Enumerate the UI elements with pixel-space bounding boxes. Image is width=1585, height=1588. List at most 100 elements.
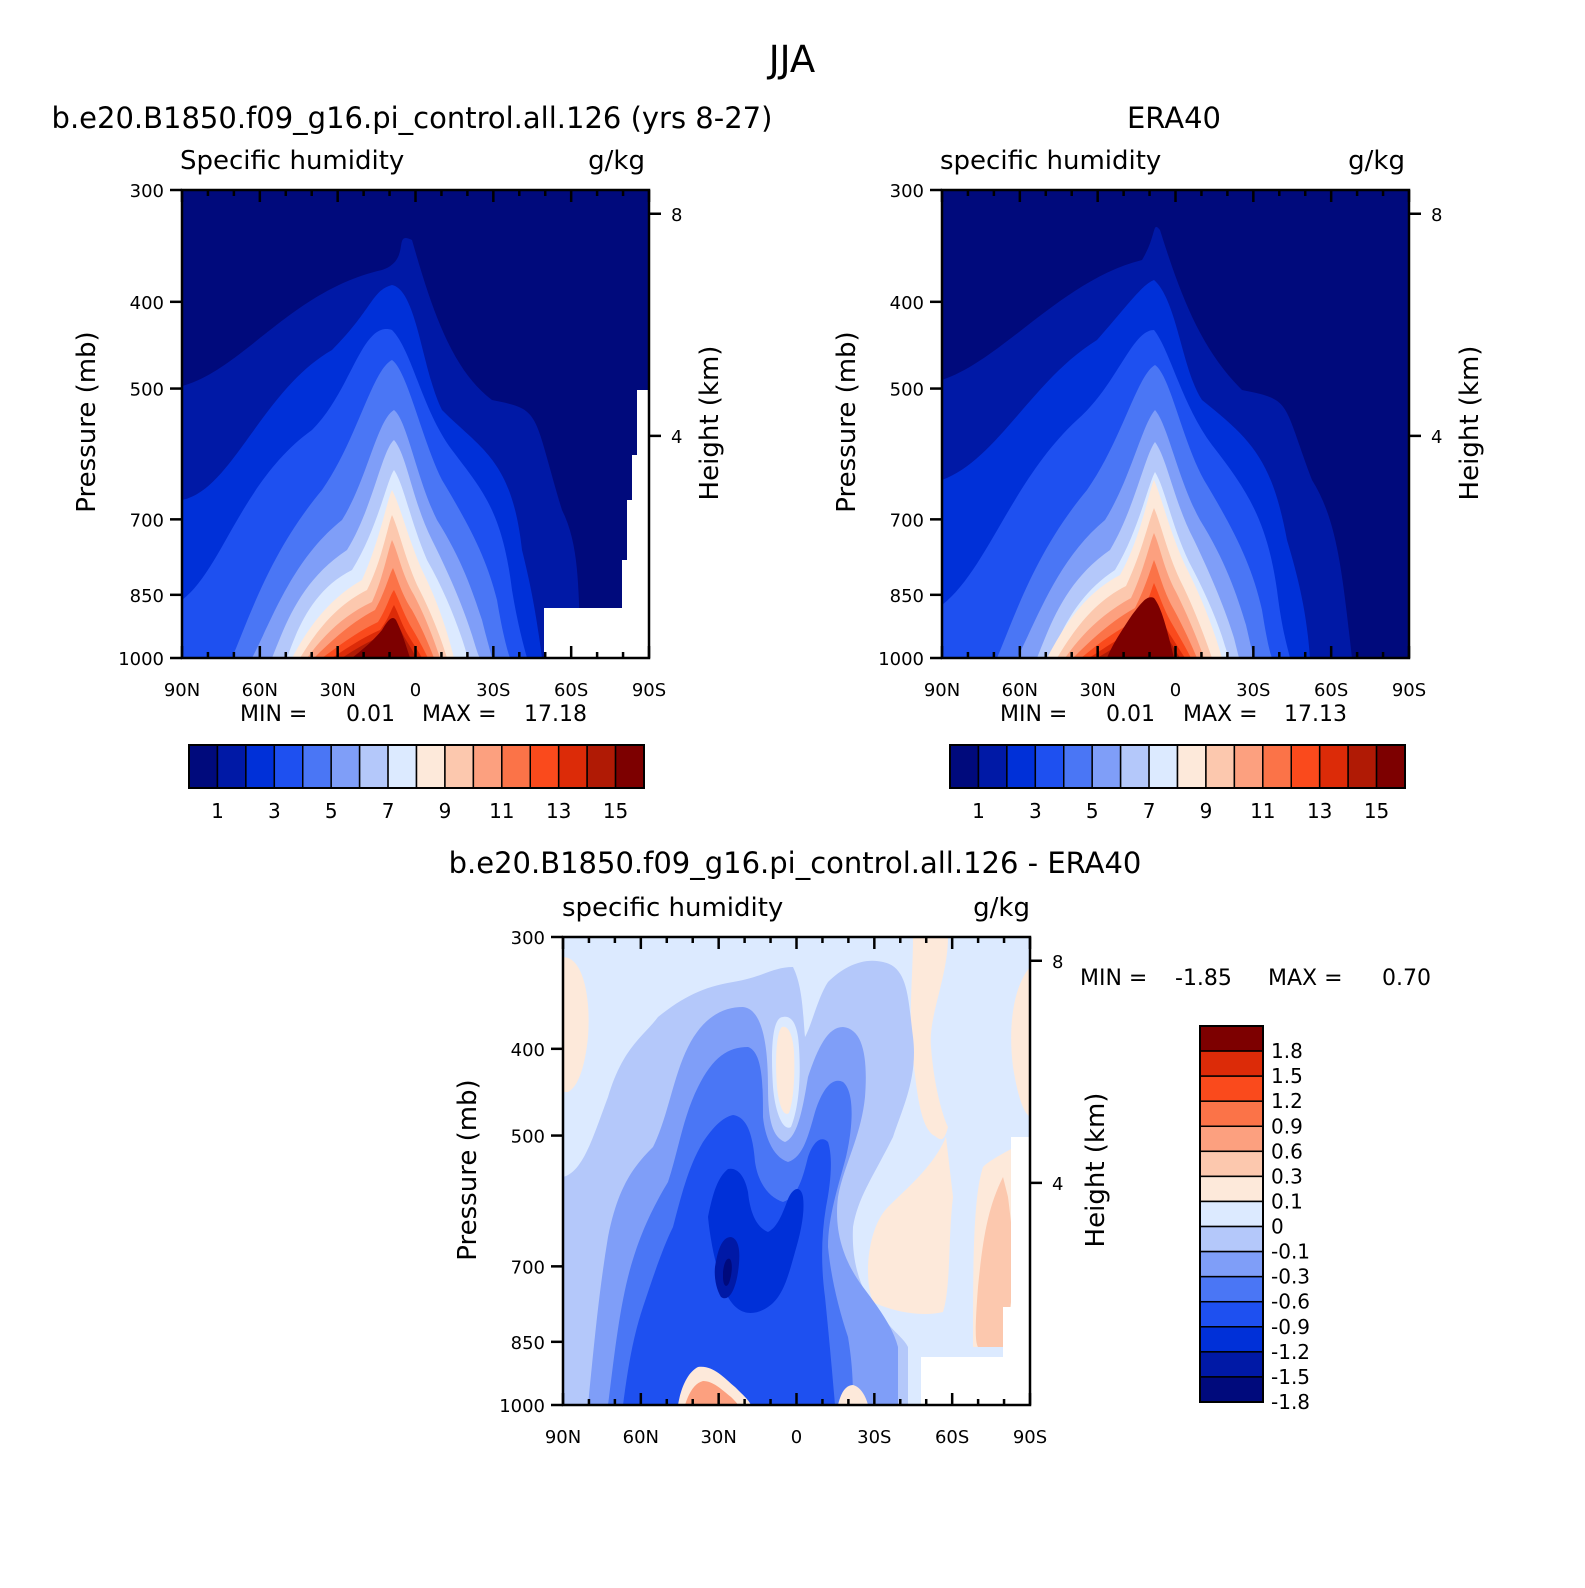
colorbar-frame [949, 744, 1406, 789]
colorbar-label: 5 [325, 799, 338, 823]
contour-band [868, 1137, 953, 1314]
colorbar-swatch [949, 744, 980, 789]
panel-model: b.e20.B1850.f09_g16.pi_control.all.126 (… [52, 101, 773, 823]
colorbar-label: 0.1 [1271, 1189, 1303, 1213]
panel-model-max-value: 17.18 [524, 702, 587, 727]
colorbar-label: -0.1 [1271, 1240, 1310, 1264]
panel-era40-min-value: 0.01 [1106, 702, 1155, 727]
x-tick-label: 60S [935, 1427, 969, 1448]
y2-tick-label: 8 [671, 205, 682, 226]
panel-difference-min-value: -1.85 [1175, 966, 1232, 991]
contour-band [563, 957, 589, 1092]
x-tick-label: 90N [924, 680, 960, 701]
y-tick-label: 300 [130, 181, 164, 202]
colorbar-swatch [273, 744, 304, 789]
colorbar-swatch [977, 744, 1008, 789]
x-tick-label: 90S [1013, 1427, 1047, 1448]
missing-data-region [921, 1137, 1030, 1405]
colorbar-swatch [1199, 1175, 1264, 1203]
colorbar-swatch [1347, 744, 1378, 789]
panel-era40: ERA40 specific humidity g/kg 90N 60N 30N 0 3… [832, 101, 1485, 823]
panel-difference-variable-label: specific humidity [562, 893, 783, 923]
y-tick-label: 300 [890, 181, 924, 202]
colorbar-frame [188, 744, 645, 789]
colorbar-label: 0.9 [1271, 1114, 1303, 1138]
colorbar-swatch [1006, 744, 1037, 789]
y-tick-label: 400 [890, 293, 924, 314]
colorbar-label: 5 [1086, 799, 1099, 823]
x-tick-label: 0 [1170, 680, 1181, 701]
panel-difference-title: b.e20.B1850.f09_g16.pi_control.all.126 -… [449, 846, 1142, 880]
y-tick-label: 300 [511, 928, 545, 949]
colorbar-swatch [1176, 744, 1207, 789]
panel-model-y-axis-label: Pressure (mb) [72, 331, 102, 512]
panel-model-min-label: MIN = [240, 702, 307, 727]
panel-era40-y2-axis-label: Height (km) [1455, 346, 1485, 501]
contour-band [975, 1177, 1014, 1347]
contour-band [776, 1026, 795, 1114]
colorbar-swatch [330, 744, 361, 789]
colorbar-label: 0.6 [1271, 1139, 1303, 1163]
panel-era40-units-label: g/kg [1348, 146, 1405, 176]
panel-era40-variable-label: specific humidity [940, 146, 1161, 176]
colorbar-label: 1 [211, 799, 224, 823]
colorbar-swatch [302, 744, 332, 789]
colorbar-label: -0.6 [1271, 1290, 1310, 1314]
colorbar-swatch [614, 744, 645, 789]
x-tick-label: 60N [623, 1427, 659, 1448]
panel-model-min-value: 0.01 [346, 702, 395, 727]
panel-difference-units-label: g/kg [973, 893, 1030, 923]
colorbar-swatch [188, 744, 219, 789]
colorbar-swatch [1199, 1150, 1264, 1178]
contour-band [685, 1381, 738, 1405]
colorbar-swatch [1091, 744, 1122, 789]
panel-difference-axes: 90N 60N 30N 0 30S 60S 90S 300 400 500 700 850 1000 8 4 [499, 928, 1063, 1448]
colorbar-label: 1.2 [1271, 1089, 1303, 1113]
panel-model-colorbar: 1 3 5 7 9 11 13 15 [188, 744, 645, 823]
panel-era40-colorbar: 1 3 5 7 9 11 13 15 [949, 744, 1406, 823]
colorbar-label: 15 [603, 799, 628, 823]
y-tick-label: 500 [511, 1127, 545, 1148]
colorbar-swatch [1199, 1300, 1264, 1328]
colorbar-swatch [1199, 1225, 1264, 1253]
y-tick-label: 700 [130, 510, 164, 531]
colorbar-swatch [415, 744, 446, 789]
y-tick-label: 500 [890, 380, 924, 401]
panel-model-variable-label: Specific humidity [180, 146, 404, 176]
panel-era40-y-axis-label: Pressure (mb) [832, 331, 862, 512]
y2-tick-label: 4 [1052, 1174, 1063, 1195]
missing-data-region [544, 390, 649, 658]
panel-difference-min-label: MIN = [1080, 966, 1147, 991]
y2-tick-label: 8 [1431, 205, 1442, 226]
y-tick-label: 400 [511, 1040, 545, 1061]
colorbar-swatch [586, 744, 617, 789]
x-tick-label: 60N [242, 680, 278, 701]
colorbar-swatch [472, 744, 503, 789]
colorbar-label: 11 [1250, 799, 1275, 823]
panel-era40-max-label: MAX = [1183, 702, 1258, 727]
colorbar-swatch [245, 744, 276, 789]
y-tick-label: 700 [890, 510, 924, 531]
colorbar-swatch [1119, 744, 1150, 789]
colorbar-swatch [501, 744, 531, 789]
x-tick-label: 60S [1314, 680, 1348, 701]
panel-model-units-label: g/kg [588, 146, 645, 176]
x-tick-label: 60N [1002, 680, 1038, 701]
colorbar-swatch [1205, 744, 1236, 789]
figure-title: JJA [767, 38, 816, 81]
colorbar-label: 3 [268, 799, 281, 823]
y-tick-label: 500 [130, 380, 164, 401]
colorbar-swatch [1290, 744, 1321, 789]
colorbar-swatch [1262, 744, 1292, 789]
x-tick-label: 30N [700, 1427, 736, 1448]
colorbar-label: 15 [1364, 799, 1389, 823]
y2-tick-label: 4 [1431, 427, 1442, 448]
colorbar-swatch [1199, 1200, 1264, 1228]
panel-model-contour-field [182, 190, 649, 658]
y-tick-label: 1000 [499, 1396, 545, 1417]
contour-band [1107, 597, 1174, 658]
y2-tick-label: 8 [1052, 952, 1063, 973]
contour-band [1011, 967, 1030, 1117]
colorbar-label: -1.8 [1271, 1390, 1310, 1414]
